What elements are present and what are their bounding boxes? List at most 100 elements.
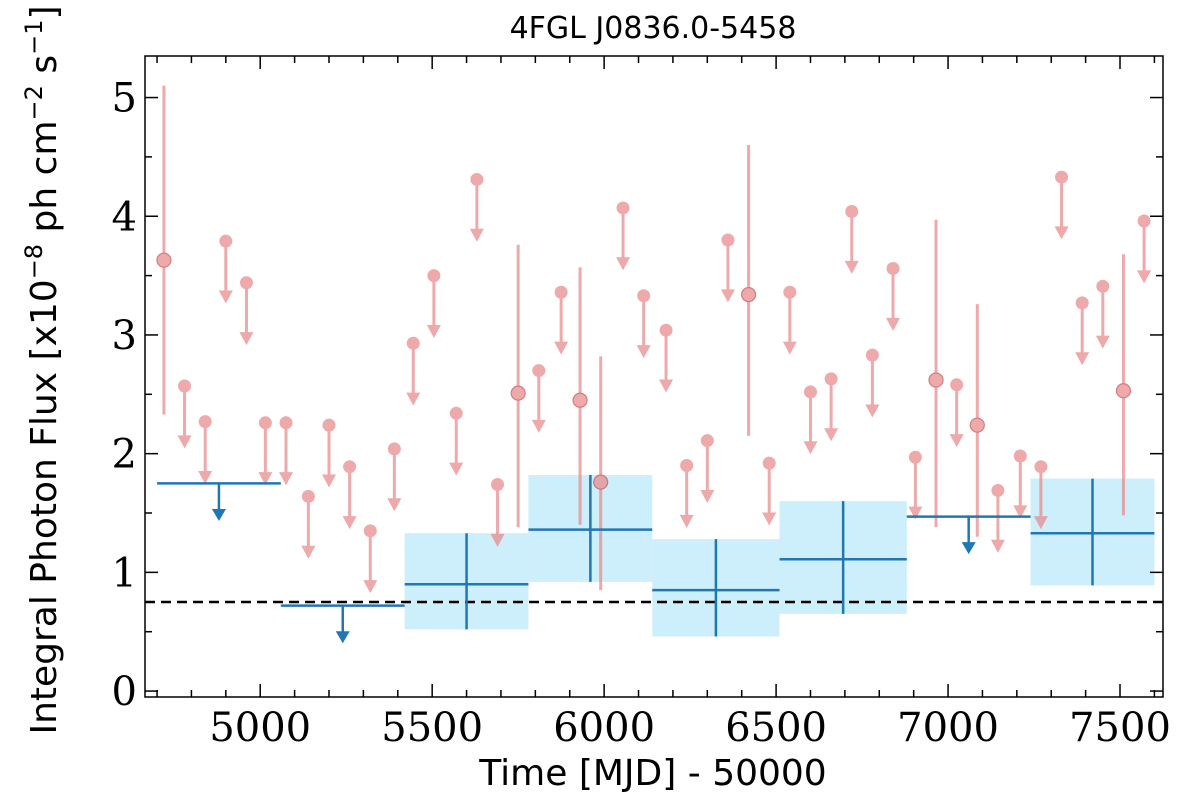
upper-limit-marker bbox=[1075, 296, 1089, 310]
upper-limit-arrowhead bbox=[239, 332, 254, 346]
short-bin-points bbox=[156, 85, 1152, 594]
short-bin-upper-limit bbox=[301, 489, 316, 559]
upper-limit-marker bbox=[406, 336, 420, 350]
long-bin-points bbox=[157, 475, 1155, 644]
upper-limit-marker bbox=[449, 406, 463, 420]
upper-limit-arrowhead bbox=[908, 506, 923, 520]
short-bin-upper-limit bbox=[531, 364, 546, 433]
short-bin-upper-limit bbox=[844, 205, 859, 274]
x-tick-label: 7500 bbox=[1069, 705, 1171, 751]
short-bin-upper-limit bbox=[616, 201, 631, 271]
upper-limit-arrowhead bbox=[824, 428, 839, 442]
upper-limit-marker bbox=[301, 489, 315, 503]
detection-marker bbox=[572, 392, 588, 408]
long-bin-detection bbox=[779, 501, 907, 614]
upper-limit-marker bbox=[845, 205, 859, 219]
long-bin-detection bbox=[1030, 478, 1155, 586]
y-axis-label: Integral Photon Flux [x10−8 ph cm−2 s−1] bbox=[20, 5, 65, 734]
upper-limit-marker bbox=[637, 289, 651, 303]
upper-limit-arrowhead bbox=[177, 435, 192, 449]
short-bin-detection bbox=[572, 267, 588, 525]
upper-limit-arrowhead bbox=[961, 542, 976, 555]
short-bin-upper-limit bbox=[636, 289, 651, 359]
x-tick-label: 5500 bbox=[381, 705, 483, 751]
y-label-exp3: −1 bbox=[20, 20, 48, 55]
upper-limit-marker bbox=[783, 285, 797, 299]
short-bin-upper-limit bbox=[177, 379, 192, 449]
upper-limit-arrowhead bbox=[1137, 270, 1152, 284]
short-bin-upper-limit bbox=[406, 336, 421, 406]
upper-limit-arrowhead bbox=[335, 631, 350, 644]
upper-limit-marker bbox=[279, 416, 293, 430]
upper-limit-marker bbox=[1013, 449, 1027, 463]
upper-limit-arrowhead bbox=[406, 392, 421, 406]
short-bin-detection bbox=[593, 356, 609, 591]
upper-limit-arrowhead bbox=[1054, 226, 1069, 240]
upper-limit-marker bbox=[1055, 170, 1069, 184]
short-bin-upper-limit bbox=[342, 460, 357, 530]
upper-limit-arrowhead bbox=[198, 470, 213, 484]
upper-limit-marker bbox=[886, 261, 900, 275]
upper-limit-arrowhead bbox=[844, 260, 859, 274]
upper-limit-arrowhead bbox=[449, 462, 464, 476]
short-bin-detection bbox=[928, 219, 944, 528]
upper-limit-marker bbox=[258, 416, 272, 430]
y-label-exp2: −2 bbox=[20, 85, 48, 120]
short-bin-upper-limit bbox=[762, 456, 777, 526]
upper-limit-arrowhead bbox=[469, 228, 484, 242]
upper-limit-arrowhead bbox=[387, 498, 402, 512]
short-bin-upper-limit bbox=[363, 524, 378, 594]
short-bin-upper-limit bbox=[198, 415, 213, 484]
upper-limit-arrowhead bbox=[720, 289, 735, 303]
upper-limit-arrowhead bbox=[321, 474, 336, 488]
y-label-exp1: −8 bbox=[20, 244, 48, 279]
upper-limit-marker bbox=[700, 434, 714, 448]
upper-limit-marker bbox=[1137, 214, 1151, 228]
y-label-end: s bbox=[24, 55, 65, 85]
short-bin-upper-limit bbox=[321, 418, 336, 488]
long-bin-detection bbox=[652, 539, 780, 637]
upper-limit-marker bbox=[659, 323, 673, 337]
upper-limit-marker bbox=[178, 379, 192, 393]
short-bin-upper-limit bbox=[218, 234, 233, 304]
upper-limit-arrowhead bbox=[279, 472, 294, 486]
y-tick-label: 2 bbox=[112, 432, 137, 478]
short-bin-upper-limit bbox=[720, 233, 735, 303]
upper-limit-arrowhead bbox=[990, 539, 1005, 553]
detection-marker bbox=[156, 252, 172, 268]
upper-limit-arrowhead bbox=[803, 441, 818, 455]
upper-limit-marker bbox=[1096, 279, 1110, 293]
short-bin-upper-limit bbox=[1033, 460, 1048, 530]
upper-limit-arrowhead bbox=[342, 516, 357, 530]
upper-limit-marker bbox=[554, 285, 568, 299]
y-label-mid: ph cm bbox=[24, 120, 65, 243]
upper-limit-marker bbox=[762, 456, 776, 470]
upper-limit-marker bbox=[616, 201, 630, 215]
long-bin-detection bbox=[404, 533, 529, 630]
short-bin-detection bbox=[1115, 254, 1132, 516]
upper-limit-arrowhead bbox=[659, 379, 674, 393]
x-tick-label: 5000 bbox=[209, 705, 311, 751]
upper-limit-marker bbox=[343, 460, 357, 474]
short-bin-upper-limit bbox=[659, 323, 674, 393]
upper-limit-arrowhead bbox=[865, 404, 880, 418]
upper-limit-arrowhead bbox=[554, 341, 569, 355]
upper-limit-marker bbox=[991, 483, 1005, 497]
upper-limit-marker bbox=[908, 450, 922, 464]
short-bin-upper-limit bbox=[782, 285, 797, 355]
short-bin-upper-limit bbox=[700, 434, 715, 503]
y-tick-label: 0 bbox=[112, 669, 137, 715]
y-tick-label: 4 bbox=[112, 194, 137, 240]
upper-limit-arrowhead bbox=[490, 533, 505, 547]
short-bin-upper-limit bbox=[469, 172, 484, 242]
upper-limit-arrowhead bbox=[679, 514, 694, 528]
upper-limit-arrowhead bbox=[782, 341, 797, 355]
x-tick-label: 6500 bbox=[725, 705, 827, 751]
short-bin-upper-limit bbox=[1095, 279, 1110, 349]
upper-limit-arrowhead bbox=[426, 324, 441, 338]
short-bin-upper-limit bbox=[908, 450, 923, 520]
short-bin-upper-limit bbox=[886, 261, 901, 331]
upper-limit-arrowhead bbox=[949, 434, 964, 448]
short-bin-upper-limit bbox=[258, 416, 273, 486]
